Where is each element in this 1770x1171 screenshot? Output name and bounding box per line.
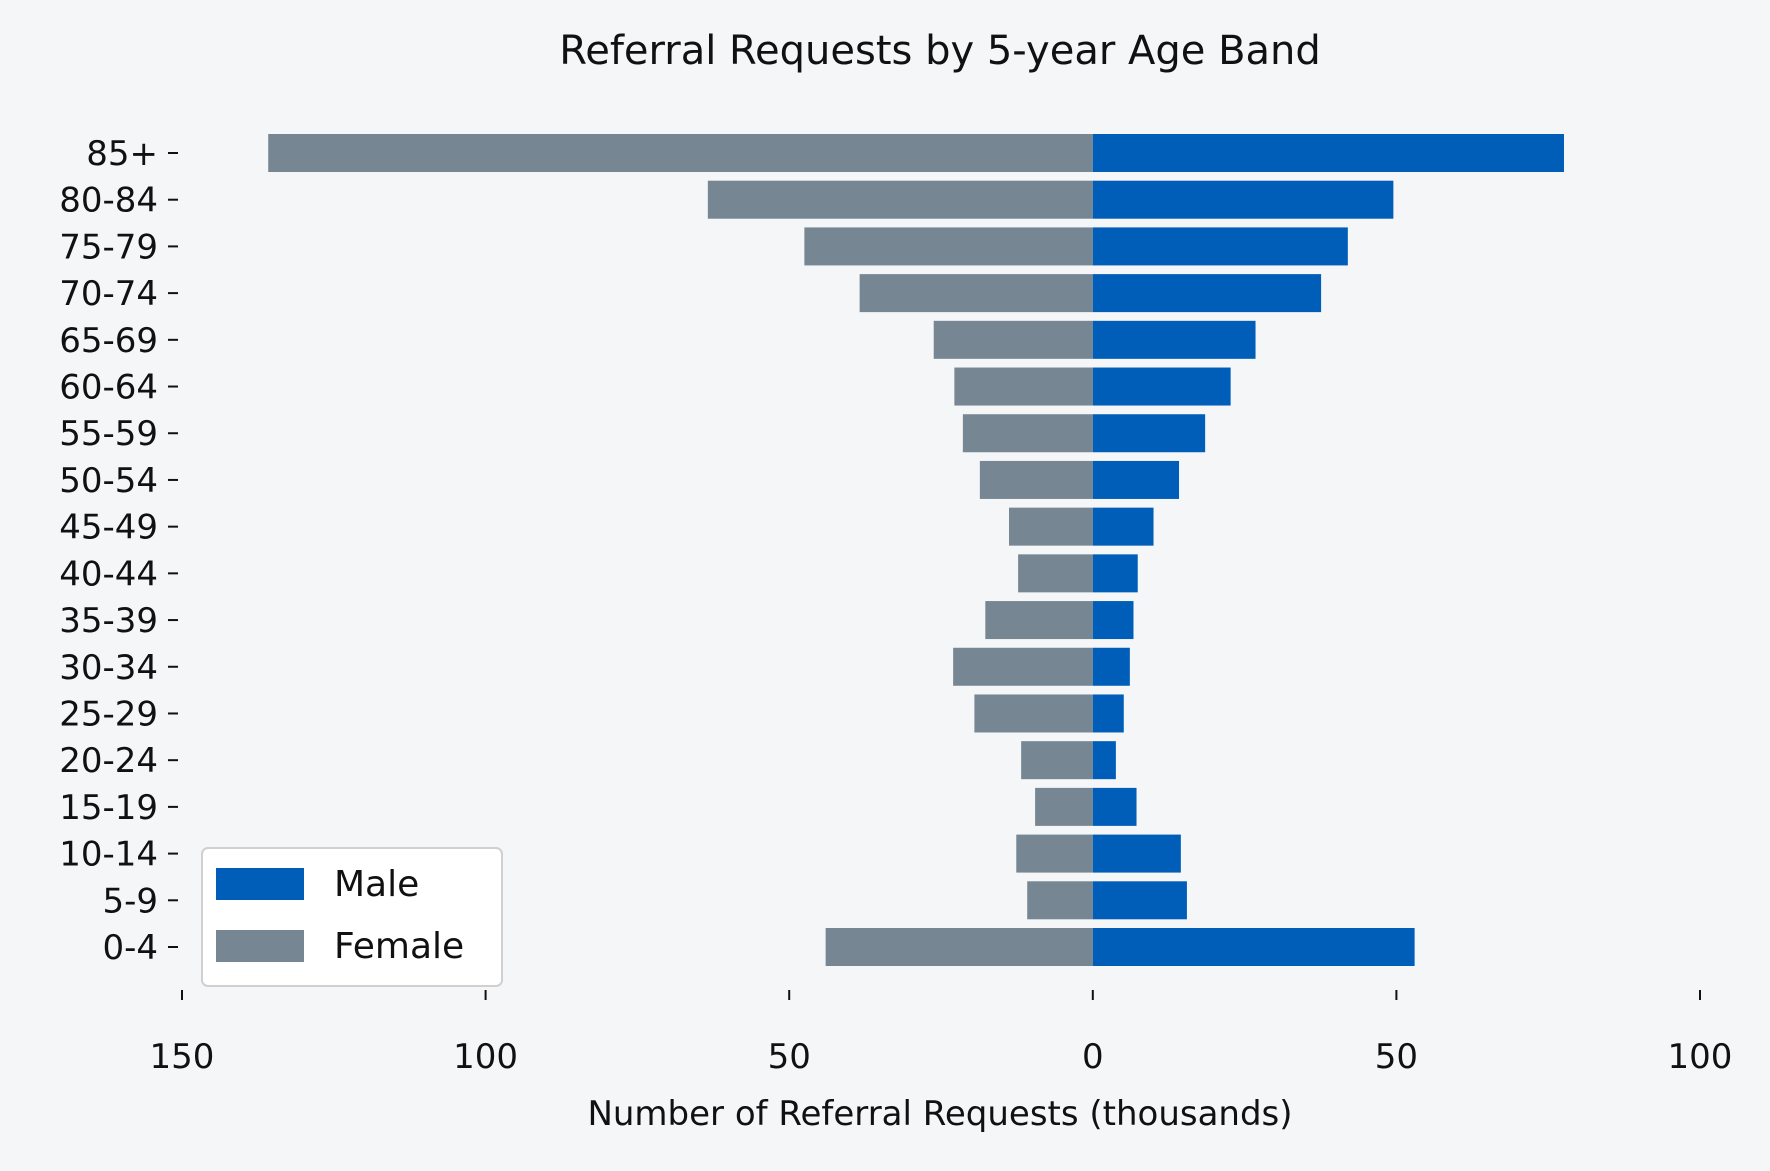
bar-female-45-49 [1009, 507, 1093, 546]
bar-female-75-79 [804, 227, 1093, 266]
bar-female-65-69 [933, 320, 1093, 359]
bar-male-80-84 [1092, 180, 1394, 219]
bar-female-30-34 [953, 647, 1093, 686]
legend: Male Female [201, 847, 503, 987]
y-tick-label-15-19: 15-19 [59, 788, 158, 828]
legend-swatch-female [216, 930, 304, 962]
y-tick-label-80-84: 80-84 [59, 181, 158, 221]
bar-female-50-54 [979, 460, 1093, 499]
bar-male-45-49 [1092, 507, 1154, 546]
y-axis: 0-4 5-9 10-14 15-19 20-24 25-29 30-34 35-39 40-4… [59, 134, 178, 968]
bar-male-0-4 [1092, 928, 1415, 966]
x-tick-label-2: 50 [768, 1037, 811, 1077]
legend-label-male: Male [334, 864, 419, 905]
legend-label-female: Female [334, 926, 464, 967]
bar-female-25-29 [974, 694, 1093, 733]
y-tick-label-5-9: 5-9 [102, 881, 158, 921]
y-tick-label-45-49: 45-49 [59, 508, 158, 548]
x-tick-label-3: 0 [1082, 1037, 1104, 1077]
bar-female-0-4 [825, 928, 1093, 966]
x-axis: 150 100 50 0 50 100 [150, 990, 1733, 1077]
bar-female-35-39 [985, 601, 1093, 640]
y-tick-label-40-44: 40-44 [59, 554, 158, 594]
y-tick-label-70-74: 70-74 [59, 274, 158, 314]
bar-male-30-34 [1092, 647, 1130, 686]
y-tick-label-60-64: 60-64 [59, 368, 158, 408]
x-tick-label-4: 50 [1375, 1037, 1418, 1077]
bar-female-70-74 [859, 274, 1093, 313]
y-tick-label-0-4: 0-4 [102, 928, 158, 968]
y-tick-label-20-24: 20-24 [59, 741, 158, 781]
y-tick-label-35-39: 35-39 [59, 601, 158, 641]
bar-male-60-64 [1092, 367, 1231, 406]
bar-male-50-54 [1092, 460, 1180, 499]
bar-female-80-84 [707, 180, 1093, 219]
bar-male-55-59 [1092, 414, 1206, 453]
y-tick-label-65-69: 65-69 [59, 321, 158, 361]
chart-title: Referral Requests by 5-year Age Band [559, 28, 1321, 74]
y-tick-label-85+: 85+ [86, 134, 158, 174]
x-axis-label: Number of Referral Requests (thousands) [587, 1094, 1292, 1134]
x-tick-label-0: 150 [150, 1037, 215, 1077]
bar-male-70-74 [1092, 274, 1322, 313]
bar-female-85+ [268, 134, 1093, 172]
bar-female-10-14 [1016, 834, 1093, 873]
x-tick-label-5: 100 [1668, 1037, 1733, 1077]
bar-male-5-9 [1092, 881, 1187, 920]
bar-female-40-44 [1018, 554, 1093, 593]
bar-male-35-39 [1092, 601, 1134, 640]
bar-female-5-9 [1027, 881, 1093, 920]
bar-male-20-24 [1092, 741, 1116, 780]
bar-male-75-79 [1092, 227, 1348, 266]
bar-female-20-24 [1021, 741, 1093, 780]
bar-male-15-19 [1092, 787, 1137, 826]
bar-female-60-64 [954, 367, 1093, 406]
y-tick-label-25-29: 25-29 [59, 694, 158, 734]
bar-male-10-14 [1092, 834, 1181, 873]
bar-male-65-69 [1092, 320, 1256, 359]
bar-male-85+ [1092, 134, 1564, 172]
legend-swatch-male [216, 868, 304, 900]
bar-male-25-29 [1092, 694, 1124, 733]
y-tick-label-50-54: 50-54 [59, 461, 158, 501]
y-tick-label-10-14: 10-14 [59, 835, 158, 875]
bars-group [268, 134, 1564, 966]
bar-female-15-19 [1035, 787, 1093, 826]
y-tick-label-30-34: 30-34 [59, 648, 158, 688]
y-tick-label-75-79: 75-79 [59, 227, 158, 267]
bar-female-55-59 [962, 414, 1093, 453]
bar-male-40-44 [1092, 554, 1138, 593]
y-tick-label-55-59: 55-59 [59, 414, 158, 454]
x-tick-label-1: 100 [453, 1037, 518, 1077]
